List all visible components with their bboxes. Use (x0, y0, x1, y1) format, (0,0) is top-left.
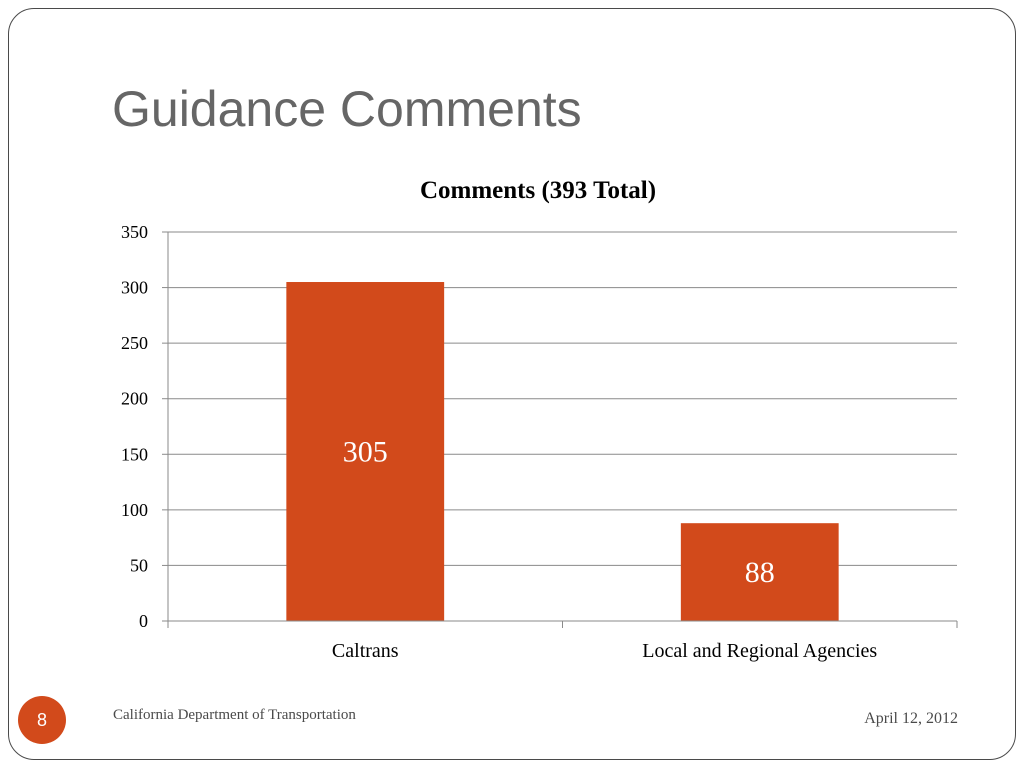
y-tick-label: 50 (130, 555, 148, 575)
y-tick-label: 250 (121, 333, 148, 353)
x-tick-label: Local and Regional Agencies (642, 640, 877, 662)
slide-frame (8, 8, 1016, 760)
chart-title: Comments (393 Total) (420, 177, 656, 204)
bar-1 (286, 282, 445, 621)
y-tick-label: 300 (121, 278, 148, 298)
footer-organization: California Department of Transportation (113, 707, 356, 723)
y-tick-label: 150 (121, 444, 148, 464)
y-tick-label: 350 (121, 222, 148, 242)
data-label: 88 (745, 556, 775, 589)
slide-title: Guidance Comments (112, 81, 582, 137)
data-label: 305 (343, 436, 388, 469)
footer-date: April 12, 2012 (864, 710, 958, 727)
x-tick-label: Caltrans (332, 640, 399, 662)
bar-2 (680, 523, 839, 621)
page-number-badge: 8 (18, 696, 66, 744)
y-tick-label: 0 (139, 611, 148, 631)
y-tick-label: 100 (121, 500, 148, 520)
y-tick-label: 200 (121, 389, 148, 409)
